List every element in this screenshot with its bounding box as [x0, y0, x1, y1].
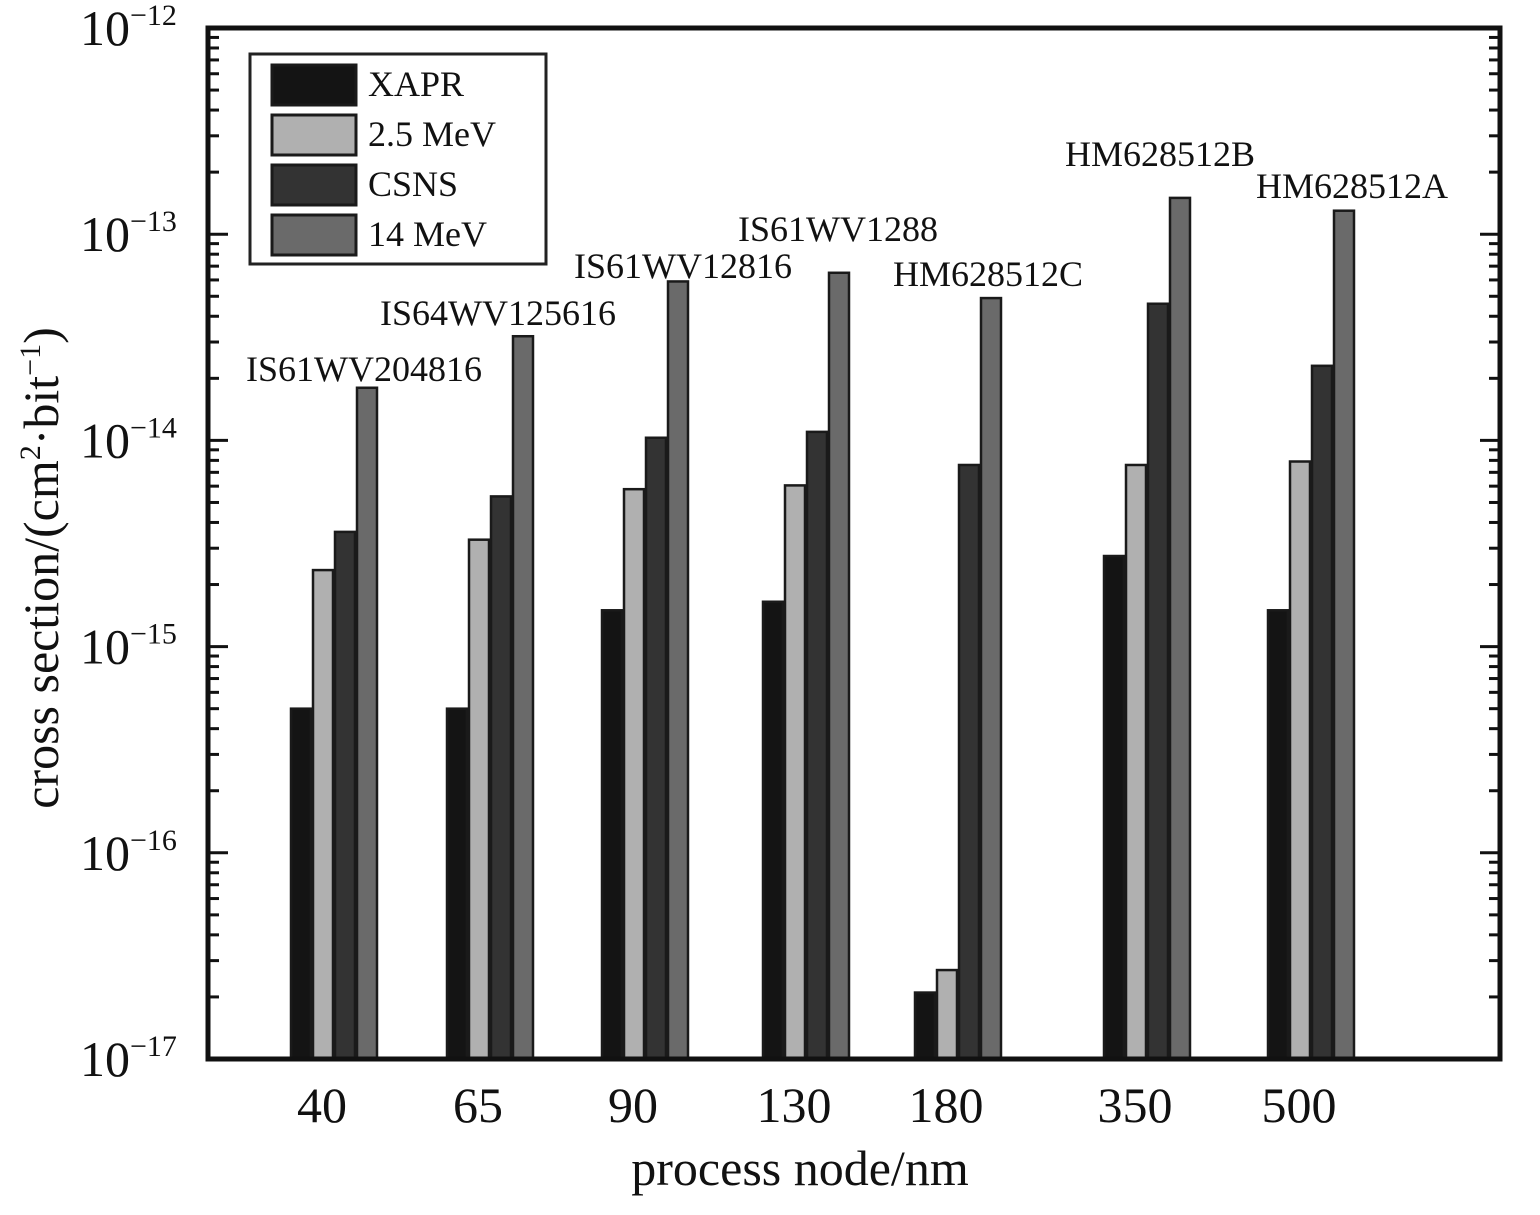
bar-xapr-90	[600, 609, 624, 1061]
y-tick-label: 10−13	[80, 205, 177, 262]
device-label: IS61WV12816	[574, 246, 792, 286]
x-tick-label: 350	[1098, 1077, 1173, 1133]
bar-csns-65	[489, 495, 513, 1061]
bar-csns-90	[644, 436, 668, 1061]
bar-14-mev-40	[355, 386, 379, 1061]
bars	[289, 196, 1356, 1061]
bar-csns-40	[333, 530, 357, 1061]
legend: XAPR 2.5 MeV CSNS 14 MeV	[248, 52, 548, 266]
x-tick-label: 90	[608, 1077, 658, 1133]
y-tick-label: 10−16	[80, 824, 177, 881]
legend-swatch	[270, 63, 358, 107]
y-tick-labels: 10−12 10−13 10−14 10−15 10−16 10−17	[80, 0, 177, 1087]
bar-xapr-500	[1266, 609, 1290, 1061]
bar-2-5-mev-130	[783, 484, 807, 1061]
bar-14-mev-90	[666, 280, 690, 1061]
bar-xapr-350	[1102, 554, 1126, 1061]
legend-label: CSNS	[368, 164, 458, 204]
bar-xapr-40	[289, 707, 313, 1061]
bar-2-5-mev-500	[1288, 460, 1312, 1061]
device-label: HM628512B	[1065, 134, 1255, 174]
legend-swatch	[270, 213, 358, 257]
bar-2-5-mev-65	[467, 538, 491, 1061]
y-tick-label: 10−14	[80, 411, 177, 468]
y-tick-label: 10−12	[80, 0, 177, 56]
x-tick-labels: 40 65 90 130 180 350 500	[297, 1077, 1337, 1133]
bar-2-5-mev-40	[311, 568, 335, 1061]
x-tick-label: 500	[1262, 1077, 1337, 1133]
y-axis-title: cross section/(cm2·bit−1)	[13, 327, 69, 809]
bar-14-mev-180	[979, 296, 1003, 1061]
bar-14-mev-500	[1332, 209, 1356, 1061]
device-label: IS61WV1288	[738, 209, 938, 249]
x-tick-label: 130	[757, 1077, 832, 1133]
device-label: IS61WV204816	[246, 349, 482, 389]
x-axis-title: process node/nm	[631, 1140, 969, 1196]
device-labels: IS61WV204816 IS64WV125616 IS61WV12816IS61W…	[246, 134, 1448, 389]
bar-2-5-mev-180	[935, 968, 959, 1061]
x-tick-label: 65	[453, 1077, 503, 1133]
plot-frame	[205, 25, 1503, 1062]
x-tick-label: 180	[909, 1077, 984, 1133]
bar-14-mev-130	[827, 271, 851, 1061]
bar-csns-130	[805, 430, 829, 1061]
legend-swatch	[270, 113, 358, 157]
bar-2-5-mev-90	[622, 487, 646, 1061]
legend-label: 14 MeV	[368, 214, 487, 254]
y-tick-label: 10−17	[80, 1030, 177, 1087]
device-label: HM628512C	[893, 254, 1083, 294]
bar-xapr-65	[445, 707, 469, 1061]
legend-label: 2.5 MeV	[368, 114, 496, 154]
bar-xapr-130	[761, 600, 785, 1061]
bar-csns-350	[1146, 302, 1170, 1061]
bar-csns-500	[1310, 364, 1334, 1061]
bar-2-5-mev-350	[1124, 463, 1148, 1061]
device-label: IS64WV125616	[380, 293, 616, 333]
bar-csns-180	[957, 463, 981, 1061]
legend-label: XAPR	[368, 64, 464, 104]
x-tick-label: 40	[297, 1077, 347, 1133]
bar-xapr-180	[913, 991, 937, 1061]
device-label: HM628512A	[1256, 166, 1448, 206]
y-tick-label: 10−15	[80, 618, 177, 675]
bar-14-mev-65	[511, 334, 535, 1061]
legend-swatch	[270, 163, 358, 207]
bar-14-mev-350	[1168, 196, 1192, 1061]
